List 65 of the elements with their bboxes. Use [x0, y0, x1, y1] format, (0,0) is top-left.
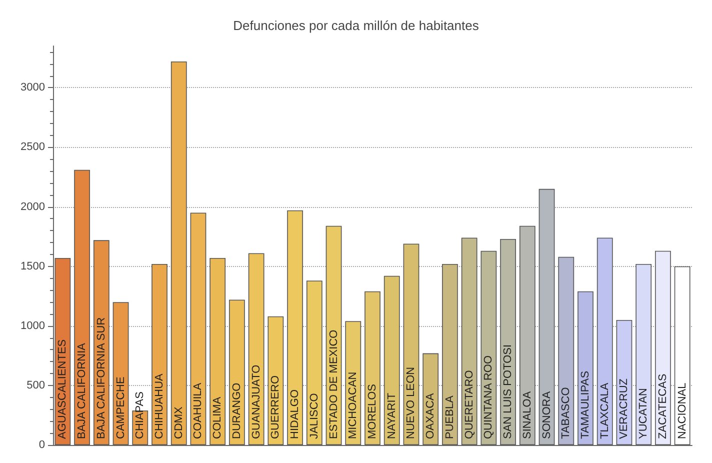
y-tick-label: 2000: [20, 200, 45, 213]
x-tick-label: NACIONAL: [676, 382, 688, 439]
x-tick-label: COAHUILA: [192, 382, 204, 439]
x-tick-label: SINALOA: [521, 390, 534, 439]
bar: [674, 266, 690, 445]
bar: [500, 238, 516, 445]
x-tick-label: SAN LUIS POTOSI: [502, 344, 514, 439]
x-tick-label: CDMX: [172, 406, 185, 439]
x-tick-label: AGUASCALIENTES: [56, 339, 69, 439]
x-tick-label: NAYARIT: [386, 392, 398, 439]
x-tick-label: CHIHUAHUA: [154, 372, 166, 439]
chart-title: Defunciones por cada millón de habitantes: [233, 18, 480, 33]
x-tick-label: HIDALGO: [289, 389, 302, 439]
x-tick-label: TLAXCALA: [598, 382, 611, 439]
bar: [170, 61, 187, 445]
bar: [210, 258, 226, 445]
x-tick-label: QUINTANA ROO: [482, 355, 495, 439]
bar: [442, 264, 458, 445]
x-tick-label: CHIAPAS: [134, 392, 146, 439]
x-tick-label: ZACATECAS: [656, 374, 669, 439]
x-tick-label: OAXACA: [424, 392, 437, 439]
x-tick-label: GUERRERO: [270, 374, 282, 439]
x-tick-label: GUANAJUATO: [250, 364, 262, 439]
bar: [287, 210, 303, 445]
x-tick-label: VERACRUZ: [618, 378, 630, 439]
bar: [596, 238, 613, 445]
bar: [152, 264, 168, 445]
bar: [636, 264, 652, 445]
bar: [74, 170, 90, 445]
bar: [538, 188, 555, 445]
x-tick-label: ESTADO DE MEXICO: [328, 329, 340, 439]
bar: [578, 291, 594, 445]
x-tick-label: COLIMA: [212, 396, 224, 439]
x-tick-label: DURANGO: [230, 382, 243, 439]
x-tick-label: SONORA: [540, 390, 553, 439]
bar: [480, 250, 497, 445]
x-tick-label: BAJA CALIFORNIA SUR: [95, 317, 108, 439]
y-tick-label: 1500: [20, 260, 45, 272]
x-tick-label: YUCATAN: [638, 388, 650, 439]
x-tick-label: TAMAULIPAS: [580, 370, 592, 439]
x-tick-label: QUERETARO: [463, 370, 476, 439]
x-tick-label: MICHOACAN: [347, 372, 360, 439]
y-tick-label: 500: [26, 379, 45, 392]
bar: [364, 291, 380, 445]
bar: [519, 226, 536, 445]
x-tick-label: JALISCO: [308, 392, 320, 439]
x-tick-label: MORELOS: [366, 384, 378, 439]
bar: [306, 280, 322, 445]
x-tick-label: BAJA CALIFORNIA: [76, 342, 88, 439]
x-tick-label: CAMPECHE: [114, 376, 127, 439]
bar: [655, 250, 671, 445]
bar: [190, 212, 206, 445]
y-tick-label: 3000: [20, 82, 45, 94]
bar: [558, 256, 574, 445]
bar: [403, 244, 420, 445]
bar: [384, 276, 400, 445]
x-tick-label: NUEVO LEON: [405, 366, 418, 439]
y-tick-label: 1000: [20, 320, 45, 332]
bar: [248, 253, 264, 445]
y-tick-label: 2500: [20, 141, 45, 154]
bar: [229, 300, 245, 445]
y-tick-label: 0: [38, 439, 45, 451]
bar: [461, 238, 478, 445]
x-tick-label: TABASCO: [560, 386, 572, 439]
x-tick-label: PUEBLA: [444, 394, 456, 439]
